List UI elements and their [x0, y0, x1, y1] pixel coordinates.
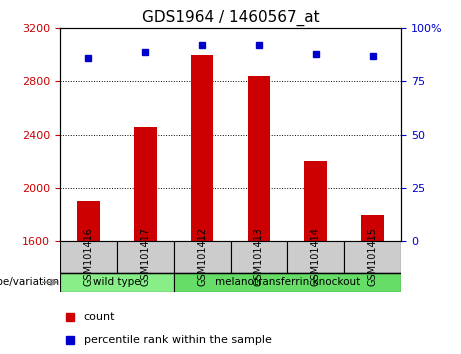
- Bar: [77, 201, 100, 241]
- Bar: [230, 241, 287, 273]
- Bar: [60, 273, 174, 292]
- Bar: [60, 241, 117, 273]
- Bar: [248, 76, 270, 241]
- Bar: [191, 55, 213, 241]
- Bar: [174, 241, 230, 273]
- Bar: [344, 241, 401, 273]
- Text: GSM101415: GSM101415: [367, 227, 378, 286]
- Text: melanotransferrin knockout: melanotransferrin knockout: [215, 277, 360, 287]
- Bar: [361, 216, 384, 241]
- Text: GSM101413: GSM101413: [254, 227, 264, 286]
- Bar: [304, 161, 327, 241]
- Text: wild type: wild type: [93, 277, 141, 287]
- Text: GSM101412: GSM101412: [197, 227, 207, 286]
- Text: percentile rank within the sample: percentile rank within the sample: [84, 335, 272, 346]
- Text: count: count: [84, 312, 115, 322]
- Bar: [174, 273, 401, 292]
- Bar: [287, 241, 344, 273]
- Text: GSM101417: GSM101417: [140, 227, 150, 286]
- Text: genotype/variation: genotype/variation: [0, 277, 60, 287]
- Text: GSM101414: GSM101414: [311, 227, 321, 286]
- Bar: [117, 241, 174, 273]
- Bar: [134, 126, 157, 241]
- Title: GDS1964 / 1460567_at: GDS1964 / 1460567_at: [142, 9, 319, 25]
- Text: GSM101416: GSM101416: [83, 227, 94, 286]
